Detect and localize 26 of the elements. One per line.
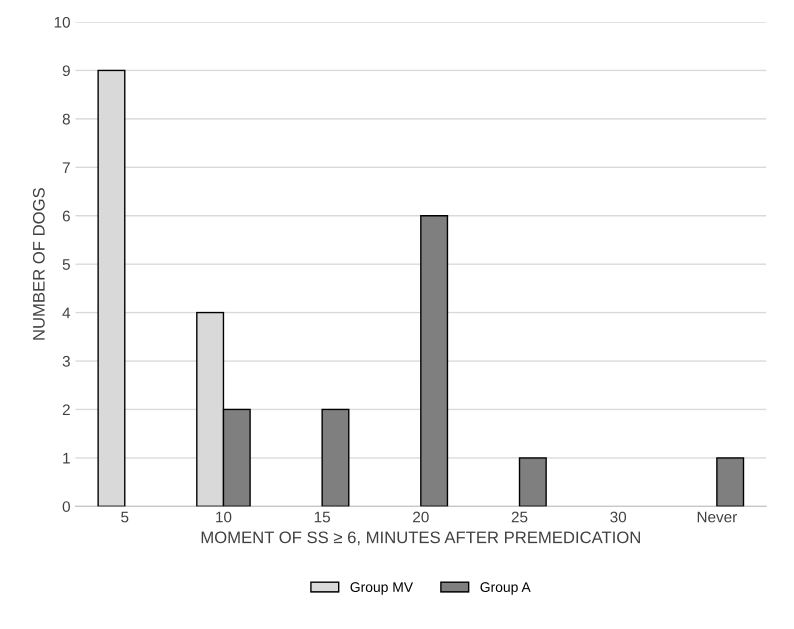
y-tick-label: 3 [62, 356, 70, 367]
bar [716, 457, 744, 506]
bar [321, 408, 350, 506]
x-axis-title: MOMENT OF SS ≥ 6, MINUTES AFTER PREMEDICATION [202, 531, 640, 546]
y-tick-label: 1 [63, 452, 70, 464]
y-tick-label: 6 [62, 210, 70, 222]
bar [420, 215, 448, 506]
bar [518, 457, 547, 506]
y-tick-label: 10 [54, 16, 70, 28]
x-tick-label: Never [698, 512, 737, 522]
x-tick-label: 20 [413, 512, 429, 522]
y-tick-label: 8 [62, 114, 70, 125]
y-tick-label: 2 [62, 404, 70, 416]
y-tick-label: 5 [62, 259, 70, 270]
y-tick-label: 0 [62, 501, 70, 512]
y-axis-title: NUMBER OF DOGS [32, 188, 45, 340]
x-tick-label: 5 [121, 512, 128, 522]
legend-label: Group A [480, 582, 531, 595]
x-tick-label: 25 [512, 512, 528, 522]
x-tick-label: 30 [610, 512, 626, 522]
y-tick-label: 4 [62, 308, 70, 318]
x-tick-label: 15 [314, 512, 330, 522]
legend-label: Group MV [350, 582, 414, 595]
y-tick-label: 7 [62, 162, 70, 173]
y-tick-label: 9 [62, 65, 70, 76]
x-tick-label: 10 [216, 512, 232, 522]
